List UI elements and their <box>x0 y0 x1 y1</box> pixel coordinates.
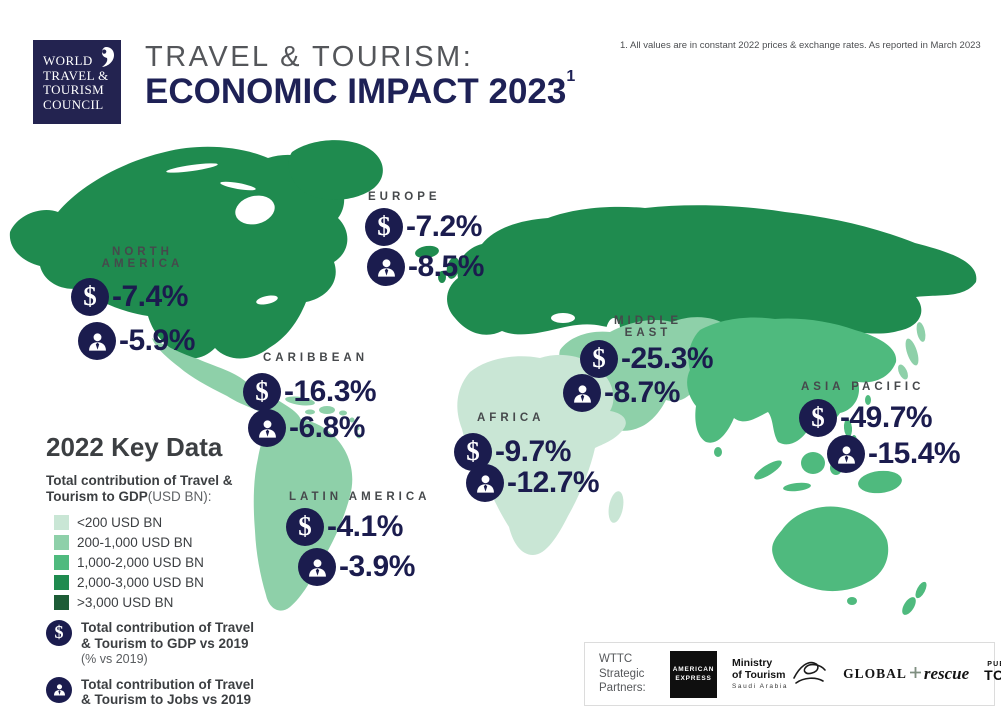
africa-gdp-stat: $ -9.7% <box>454 433 571 471</box>
map-europe-russia <box>447 205 977 338</box>
global-rescue-logo: GLOBAL rescue <box>843 664 970 683</box>
title-line2: ECONOMIC IMPACT 20231 <box>145 67 576 112</box>
gdp-dollar-icon: $ <box>286 508 324 546</box>
legend-scale-title: Total contribution of Travel & Tourism t… <box>46 473 233 505</box>
strategic-partners-bar: WTTC Strategic Partners: AMERICAN EXPRES… <box>584 642 1001 706</box>
title-line1: TRAVEL & TOURISM: <box>145 41 474 73</box>
wttc-logo-icon <box>99 46 114 73</box>
caribbean-jobs-stat: -6.8% <box>248 409 365 447</box>
scale-swatch <box>54 594 69 610</box>
map-caribbean-islands <box>285 396 362 439</box>
logo-line: TRAVEL & <box>43 67 109 83</box>
north-america-jobs-stat: -5.9% <box>78 322 195 360</box>
scale-swatch <box>54 554 69 570</box>
latin-america-gdp-stat: $ -4.1% <box>286 508 403 546</box>
legend-scale-row: >3,000 USD BN <box>54 594 281 610</box>
jobs-person-icon <box>563 374 601 412</box>
gdp-dollar-icon: $ <box>365 208 403 246</box>
gdp-dollar-icon: $ <box>799 399 837 437</box>
gdp-dollar-icon: $ <box>580 340 618 378</box>
caribbean-gdp-stat: $ -16.3% <box>243 373 377 411</box>
ministry-scribble-icon <box>792 656 828 693</box>
gdp-dollar-icon: $ <box>46 619 72 646</box>
map-madagascar <box>608 491 624 523</box>
map-australia <box>772 506 889 592</box>
scale-swatch <box>54 574 69 590</box>
region-label-asia-pacific: ASIA PACIFIC <box>801 381 925 393</box>
gdp-dollar-icon: $ <box>243 373 281 411</box>
asia-pacific-jobs-stat: -15.4% <box>827 435 961 473</box>
region-label-caribbean: CARIBBEAN <box>263 352 368 364</box>
europe-jobs-stat: -8.5% <box>367 248 484 286</box>
europe-gdp-stat: $ -7.2% <box>365 208 482 246</box>
page-title: TRAVEL & TOURISM: ECONOMIC IMPACT 20231 <box>145 42 575 111</box>
jobs-person-icon <box>827 435 865 473</box>
logo-line: WORLD <box>43 53 93 68</box>
legend: 2022 Key Data Total contribution of Trav… <box>46 432 281 708</box>
map-asia <box>687 317 897 445</box>
footnote: 1. All values are in constant 2022 price… <box>620 40 981 51</box>
jobs-person-icon <box>78 322 116 360</box>
legend-jobs-entry: Total contribution of Travel & Tourism t… <box>46 676 281 708</box>
jobs-person-icon <box>466 464 504 502</box>
map-new-zealand <box>902 581 927 615</box>
logo-line: COUNCIL <box>43 96 104 112</box>
middle-east-jobs-stat: -8.7% <box>563 374 680 412</box>
region-label-north-america: NORTH AMERICA <box>101 246 184 270</box>
latin-america-jobs-stat: -3.9% <box>298 548 415 586</box>
jobs-person-icon <box>248 409 286 447</box>
middle-east-gdp-stat: $ -25.3% <box>580 340 714 378</box>
legend-gdp-entry: $ Total contribution of Travel & Tourism… <box>46 619 281 667</box>
jobs-person-icon <box>46 676 72 703</box>
legend-scale-row: 200-1,000 USD BN <box>54 534 281 550</box>
gdp-dollar-icon: $ <box>71 278 109 316</box>
region-label-latin-america: LATIN AMERICA <box>289 491 431 503</box>
legend-scale-row: 1,000-2,000 USD BN <box>54 554 281 570</box>
africa-jobs-stat: -12.7% <box>466 464 600 502</box>
wttc-logo: WORLD TRAVEL & TOURISM COUNCIL <box>33 40 121 124</box>
asia-pacific-gdp-stat: $ -49.7% <box>799 399 933 437</box>
american-express-logo: AMERICAN EXPRESS <box>670 650 717 698</box>
map-greenland <box>288 140 383 200</box>
jobs-person-icon <box>298 548 336 586</box>
ministry-of-tourism-logo: Ministry of Tourism Saudi Arabia <box>732 656 828 693</box>
legend-scale-row: <200 USD BN <box>54 514 281 530</box>
region-label-africa: AFRICA <box>477 412 545 424</box>
legend-title: 2022 Key Data <box>46 432 223 462</box>
title-footnote-marker: 1 <box>566 67 576 85</box>
gdp-dollar-icon: $ <box>454 433 492 471</box>
scale-swatch <box>54 534 69 550</box>
logo-line: TOURISM <box>43 82 105 98</box>
puerto-rico-tourism-logo: PUERTO RICO TOURISM COMPANY <box>984 660 1001 683</box>
scale-swatch <box>54 514 69 530</box>
north-america-gdp-stat: $ -7.4% <box>71 278 188 316</box>
region-label-europe: EUROPE <box>368 191 441 203</box>
partners-heading: WTTC Strategic Partners: <box>599 652 646 695</box>
global-rescue-plus-icon <box>909 665 921 683</box>
map-japan <box>898 322 926 380</box>
legend-color-scale: <200 USD BN 200-1,000 USD BN 1,000-2,000… <box>46 514 281 610</box>
legend-scale-row: 2,000-3,000 USD BN <box>54 574 281 590</box>
jobs-person-icon <box>367 248 405 286</box>
region-label-middle-east: MIDDLE EAST <box>613 315 683 339</box>
